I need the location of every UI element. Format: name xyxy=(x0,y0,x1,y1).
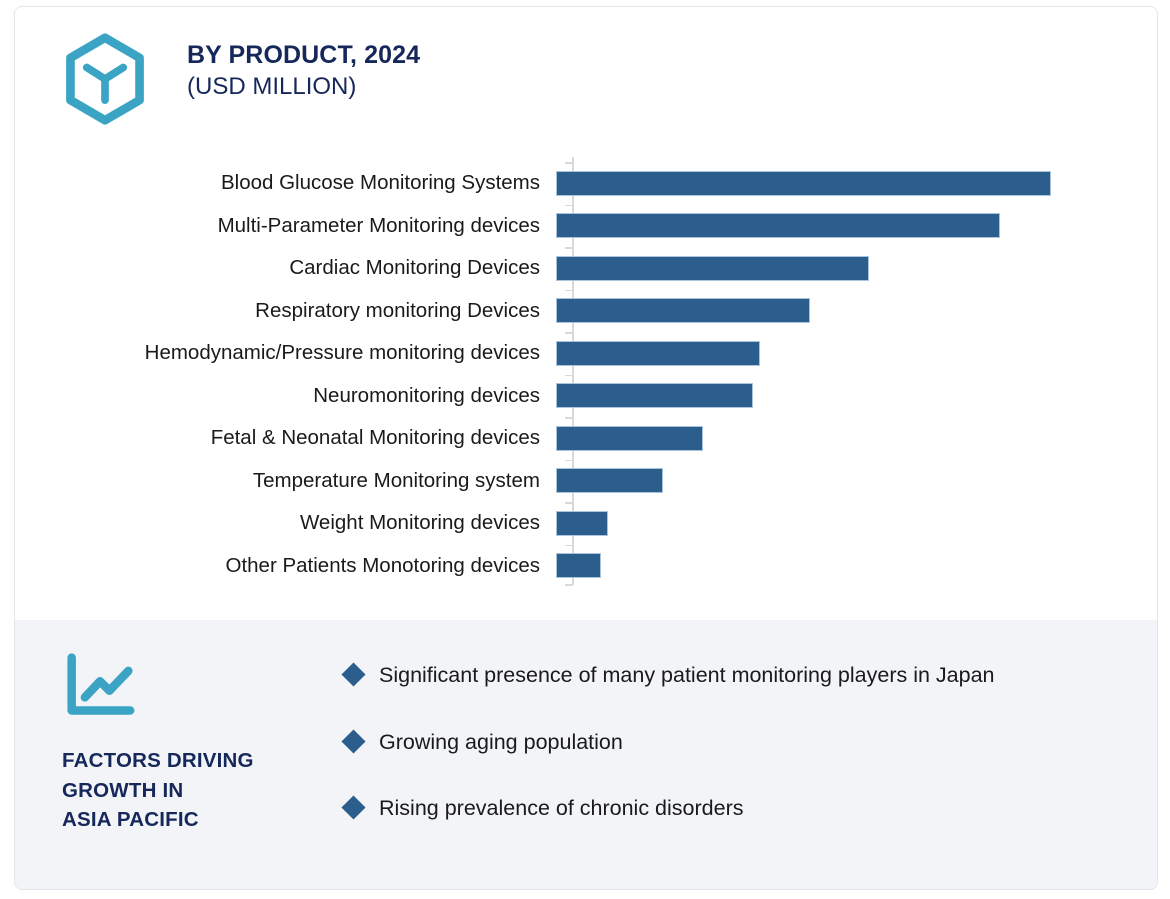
bar xyxy=(556,213,1000,239)
bar xyxy=(556,298,811,324)
bar-row: Blood Glucose Monitoring Systems xyxy=(15,162,1157,205)
factors-panel-left: FACTORS DRIVING GROWTH IN ASIA PACIFIC xyxy=(15,620,345,889)
y-axis-tick xyxy=(565,459,573,461)
bar-row: Temperature Monitoring system xyxy=(15,460,1157,503)
bar-track xyxy=(556,162,1157,205)
bar-track xyxy=(556,332,1157,375)
bar xyxy=(556,170,1051,196)
diamond-bullet-icon xyxy=(341,728,366,754)
bar-row: Cardiac Monitoring Devices xyxy=(15,247,1157,290)
factor-bullet-text: Growing aging population xyxy=(379,729,623,754)
header-text-block: BY PRODUCT, 2024 (USD MILLION) xyxy=(187,41,420,101)
bar-row: Hemodynamic/Pressure monitoring devices xyxy=(15,332,1157,375)
factors-heading-line: GROWTH IN xyxy=(62,778,184,802)
bar-row: Other Patients Monotoring devices xyxy=(15,545,1157,588)
y-axis-tick xyxy=(565,332,573,334)
bar xyxy=(556,553,602,579)
bar-category-label: Blood Glucose Monitoring Systems xyxy=(220,171,540,194)
bar-track xyxy=(556,375,1157,418)
chart-header: BY PRODUCT, 2024 (USD MILLION) xyxy=(15,21,420,131)
bar xyxy=(556,510,609,536)
factors-heading: FACTORS DRIVING GROWTH IN ASIA PACIFIC xyxy=(62,746,345,835)
bar-track xyxy=(556,290,1157,333)
factors-heading-line: ASIA PACIFIC xyxy=(62,808,199,832)
hexagon-cube-icon xyxy=(57,31,153,127)
trend-line-chart-icon xyxy=(62,652,138,720)
bar-chart-rows: Blood Glucose Monitoring Systems Multi-Pa… xyxy=(15,162,1157,588)
infographic-card: BY PRODUCT, 2024 (USD MILLION) Blood Glu… xyxy=(14,6,1158,890)
bar-category-label: Respiratory monitoring Devices xyxy=(255,298,540,322)
bar-row: Respiratory monitoring Devices xyxy=(15,290,1157,333)
bar-row: Multi-Parameter Monitoring devices xyxy=(15,205,1157,248)
factors-heading-line: FACTORS DRIVING xyxy=(62,749,254,772)
bar-row: Neuromonitoring devices xyxy=(15,375,1157,418)
y-axis-tick xyxy=(565,417,573,419)
factor-bullet-text: Rising prevalence of chronic disorders xyxy=(379,796,744,821)
y-axis-line xyxy=(572,157,574,585)
bar-category-label: Fetal & Neonatal Monitoring devices xyxy=(210,426,540,449)
bar-row: Fetal & Neonatal Monitoring devices xyxy=(15,417,1157,460)
bar-category-label: Neuromonitoring devices xyxy=(313,383,540,407)
bar-track xyxy=(556,205,1157,248)
y-axis-tick xyxy=(565,544,573,546)
bar-category-label: Cardiac Monitoring Devices xyxy=(289,256,540,279)
bar xyxy=(556,425,703,451)
y-axis-tick xyxy=(565,502,573,504)
bar-track xyxy=(556,502,1157,545)
bar xyxy=(556,340,760,366)
factor-bullet-item: Significant presence of many patient mon… xyxy=(341,660,1139,691)
factor-bullet-item: Rising prevalence of chronic disorders xyxy=(341,793,1139,824)
bar-category-label: Weight Monitoring devices xyxy=(299,511,540,534)
factor-bullet-text: Significant presence of many patient mon… xyxy=(379,663,995,687)
bar xyxy=(556,468,663,494)
factors-bullet-list: Significant presence of many patient mon… xyxy=(341,620,1157,889)
bar-row: Weight Monitoring devices xyxy=(15,502,1157,545)
page-subtitle: (USD MILLION) xyxy=(187,72,357,100)
page-title: BY PRODUCT, 2024 xyxy=(187,41,421,69)
bar-category-label: Multi-Parameter Monitoring devices xyxy=(217,213,540,237)
bar-track xyxy=(556,460,1157,503)
diamond-bullet-icon xyxy=(341,662,366,687)
bar-category-label: Temperature Monitoring system xyxy=(252,468,540,492)
factors-panel: FACTORS DRIVING GROWTH IN ASIA PACIFIC S… xyxy=(15,620,1157,889)
y-axis-tick xyxy=(565,204,573,206)
bar-category-label: Hemodynamic/Pressure monitoring devices xyxy=(144,341,540,364)
y-axis-tick xyxy=(565,584,573,586)
y-axis-tick xyxy=(565,289,573,291)
y-axis-tick xyxy=(565,374,573,376)
bar xyxy=(556,255,869,281)
bar xyxy=(556,383,753,409)
y-axis-tick xyxy=(565,247,573,249)
bar-track xyxy=(556,545,1157,588)
diamond-bullet-icon xyxy=(341,795,366,820)
bar-chart: Blood Glucose Monitoring Systems Multi-Pa… xyxy=(15,157,1157,597)
factor-bullet-item: Growing aging population xyxy=(341,727,1139,758)
y-axis-tick xyxy=(565,162,573,164)
bar-track xyxy=(556,247,1157,290)
bar-track xyxy=(556,417,1157,460)
bar-category-label: Other Patients Monotoring devices xyxy=(225,553,541,577)
